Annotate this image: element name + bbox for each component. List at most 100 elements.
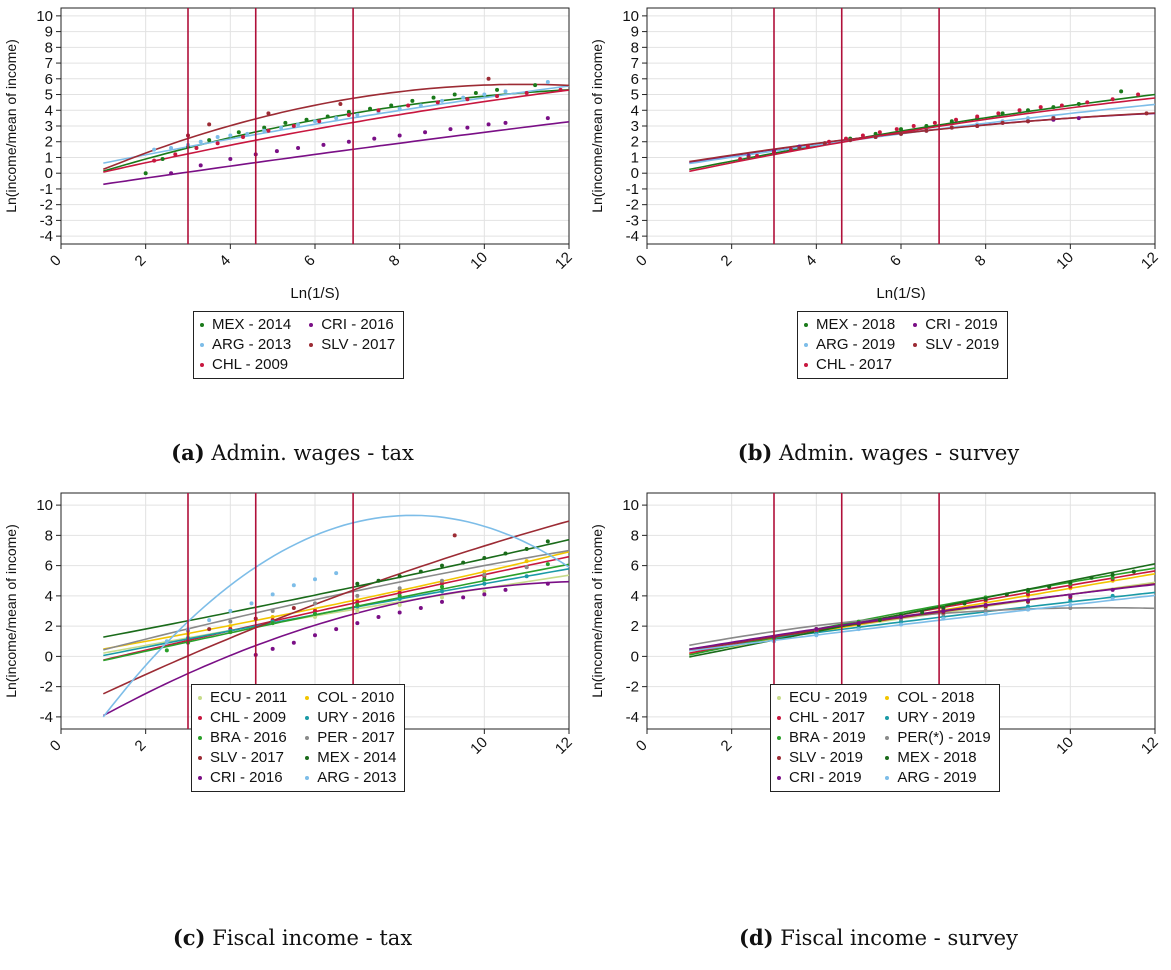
legend-item: BRA - 2016 (198, 728, 287, 748)
data-point (397, 602, 402, 607)
data-point (1026, 116, 1030, 121)
data-point (1051, 116, 1056, 121)
data-point (1068, 605, 1073, 610)
data-point (376, 615, 381, 620)
chart-b-caption-text: Admin. wages - survey (779, 441, 1020, 465)
y-tick-label: -2 (40, 679, 53, 696)
y-tick-label: 0 (631, 648, 639, 665)
data-point (304, 117, 309, 122)
data-point (440, 595, 444, 600)
data-point (346, 139, 351, 144)
data-point (1089, 575, 1094, 580)
legend-label: COL - 2018 (897, 689, 975, 706)
data-point (423, 130, 428, 135)
x-tick-label: 12 (1138, 249, 1162, 273)
data-point (1131, 569, 1136, 574)
legend-item: SLV - 2019 (913, 335, 999, 355)
data-point (266, 128, 271, 133)
data-point (1026, 604, 1030, 609)
y-tick-label: 0 (45, 648, 53, 665)
legend-marker-icon (200, 323, 204, 327)
y-tick-label: -4 (40, 709, 53, 726)
legend-item: CRI - 2016 (309, 315, 395, 335)
data-point (461, 595, 466, 600)
legend-marker-icon (198, 776, 202, 780)
legend-label: ARG - 2013 (317, 769, 397, 786)
chart-d-caption: (d) Fiscal income - survey (586, 925, 1171, 950)
data-point (746, 155, 751, 160)
data-point (856, 627, 861, 632)
data-point (545, 79, 550, 84)
y-axis-title: Ln(income/mean of income) (3, 39, 19, 213)
legend-item: ECU - 2019 (777, 688, 867, 708)
y-tick-label: 10 (622, 497, 639, 514)
legend-marker-icon (305, 776, 310, 780)
legend-item: CHL - 2017 (777, 708, 867, 728)
data-point (1004, 592, 1009, 597)
legend-marker-icon (885, 736, 890, 740)
data-point (482, 556, 487, 561)
y-axis-title: Ln(income/mean of income) (3, 524, 19, 698)
data-point (465, 125, 470, 130)
data-point (1110, 593, 1115, 598)
data-point (920, 610, 925, 615)
data-point (1017, 108, 1022, 113)
series-fit-line (103, 83, 570, 171)
data-point (355, 609, 360, 613)
data-point (1110, 97, 1115, 102)
data-point (397, 593, 402, 598)
y-tick-label: 1 (45, 149, 53, 166)
x-tick-label: 8 (386, 252, 404, 270)
data-point (448, 127, 453, 132)
data-point (313, 612, 317, 617)
legend-marker-icon (885, 716, 890, 720)
series-fit-line (102, 514, 570, 718)
data-point (755, 153, 760, 158)
data-point (440, 599, 444, 604)
y-tick-label: 5 (45, 87, 53, 104)
data-point (164, 648, 169, 653)
legend-item: BRA - 2019 (777, 728, 867, 748)
data-point (291, 640, 296, 645)
data-point (397, 574, 402, 579)
data-point (152, 158, 157, 163)
legend-marker-icon (200, 343, 204, 347)
data-point (975, 124, 980, 128)
legend-label: ARG - 2019 (897, 769, 977, 786)
legend-marker-icon (777, 696, 781, 700)
legend-label: CRI - 2019 (925, 316, 998, 333)
legend-item: MEX - 2018 (804, 315, 895, 335)
legend-label: SLV - 2019 (789, 749, 863, 766)
y-tick-label: 3 (45, 118, 53, 135)
legend-label: CHL - 2017 (816, 356, 893, 373)
data-point (270, 646, 275, 651)
x-tick-label: 4 (802, 252, 820, 270)
legend-item: ARG - 2013 (200, 335, 291, 355)
data-point (397, 596, 402, 601)
x-tick-label: 6 (301, 252, 319, 270)
legend-item: CHL - 2009 (200, 355, 291, 375)
data-point (1026, 598, 1030, 603)
data-point (245, 131, 250, 136)
data-point (372, 136, 377, 141)
data-point (376, 578, 381, 583)
y-tick-label: 6 (45, 558, 53, 575)
data-point (1026, 592, 1030, 597)
legend-marker-icon (198, 756, 202, 760)
legend-label: CHL - 2009 (212, 356, 289, 373)
x-tick-label: 2 (132, 252, 150, 270)
legend-item: ARG - 2019 (885, 768, 990, 788)
y-tick-label: -3 (40, 212, 53, 229)
y-tick-label: 7 (631, 55, 639, 72)
x-tick-label: 0 (47, 252, 65, 270)
data-point (1026, 119, 1030, 124)
data-point (440, 589, 444, 594)
legend-marker-icon (885, 696, 890, 700)
data-point (533, 83, 538, 88)
legend-label: BRA - 2019 (789, 729, 866, 746)
data-point (1068, 598, 1073, 603)
legend-label: MEX - 2018 (816, 316, 896, 333)
data-point (169, 171, 174, 176)
x-tick-label: 0 (47, 737, 65, 755)
data-point (482, 589, 487, 594)
